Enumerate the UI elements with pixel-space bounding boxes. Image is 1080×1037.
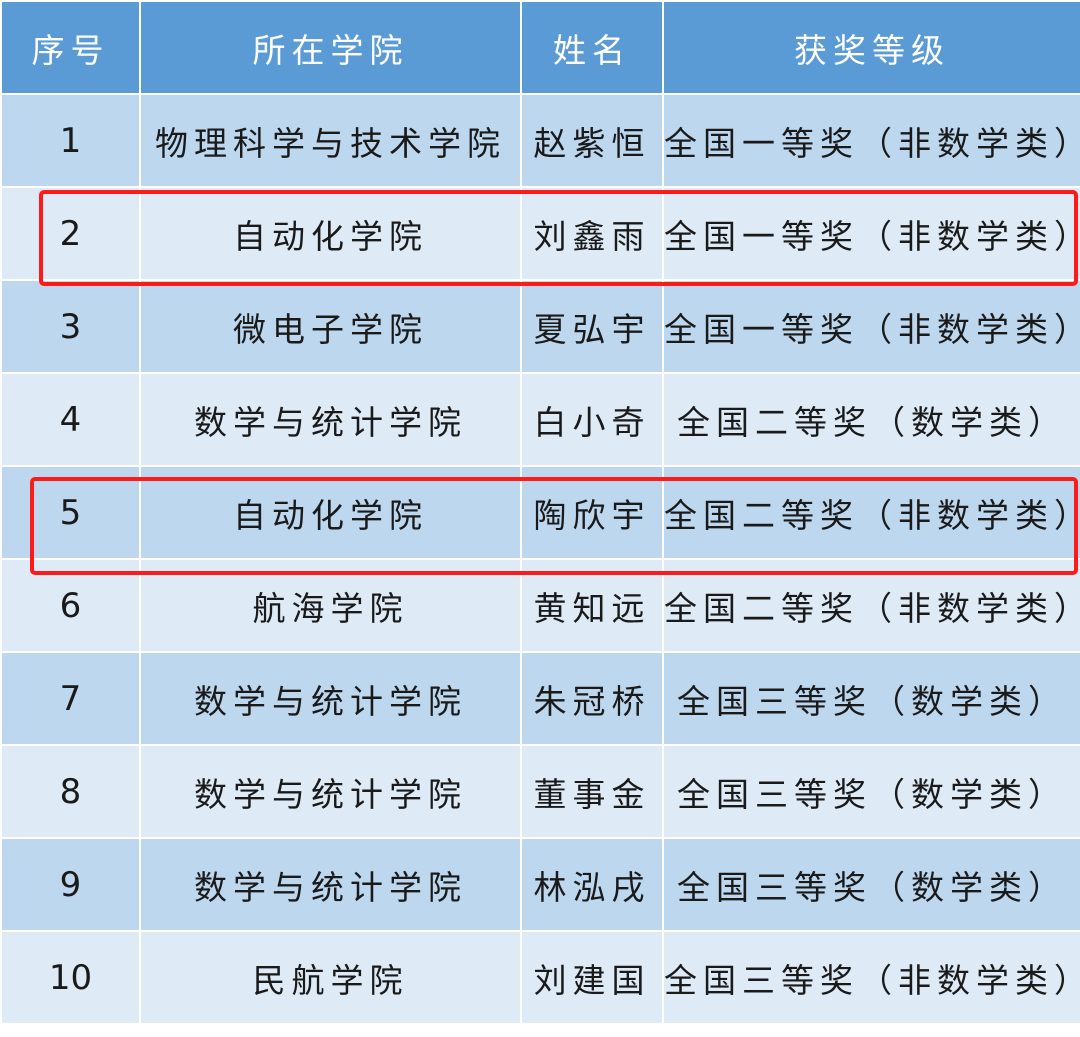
cell-award: 全国二等奖（非数学类） — [662, 558, 1080, 653]
cell-name: 董事金 — [520, 744, 664, 839]
cell-college: 数学与统计学院 — [139, 744, 522, 839]
table-row: 10 民航学院 刘建国 全国三等奖（非数学类） — [0, 930, 1080, 1025]
cell-no: 9 — [0, 837, 141, 932]
cell-award: 全国一等奖（非数学类） — [662, 93, 1080, 188]
cell-no: 1 — [0, 93, 141, 188]
cell-college: 民航学院 — [139, 930, 522, 1025]
cell-award: 全国一等奖（非数学类） — [662, 279, 1080, 374]
table-row: 2 自动化学院 刘鑫雨 全国一等奖（非数学类） — [0, 186, 1080, 281]
cell-name: 刘鑫雨 — [520, 186, 664, 281]
cell-award: 全国三等奖（数学类） — [662, 837, 1080, 932]
cell-no: 8 — [0, 744, 141, 839]
table-row: 1 物理科学与技术学院 赵紫恒 全国一等奖（非数学类） — [0, 93, 1080, 188]
table-row: 6 航海学院 黄知远 全国二等奖（非数学类） — [0, 558, 1080, 653]
cell-no: 6 — [0, 558, 141, 653]
cell-college: 微电子学院 — [139, 279, 522, 374]
cell-award: 全国二等奖（数学类） — [662, 372, 1080, 467]
cell-college: 航海学院 — [139, 558, 522, 653]
cell-no: 3 — [0, 279, 141, 374]
cell-name: 林泓戌 — [520, 837, 664, 932]
table-row: 3 微电子学院 夏弘宇 全国一等奖（非数学类） — [0, 279, 1080, 374]
cell-no: 10 — [0, 930, 141, 1025]
cell-name: 陶欣宇 — [520, 465, 664, 560]
header-college: 所在学院 — [139, 0, 522, 95]
cell-college: 物理科学与技术学院 — [139, 93, 522, 188]
cell-no: 7 — [0, 651, 141, 746]
cell-college: 数学与统计学院 — [139, 372, 522, 467]
cell-no: 5 — [0, 465, 141, 560]
header-row: 序号 所在学院 姓名 获奖等级 — [0, 0, 1080, 95]
cell-award: 全国一等奖（非数学类） — [662, 186, 1080, 281]
cell-name: 黄知远 — [520, 558, 664, 653]
cell-name: 白小奇 — [520, 372, 664, 467]
cell-college: 自动化学院 — [139, 465, 522, 560]
cell-name: 赵紫恒 — [520, 93, 664, 188]
table-row: 5 自动化学院 陶欣宇 全国二等奖（非数学类） — [0, 465, 1080, 560]
cell-name: 刘建国 — [520, 930, 664, 1025]
cell-no: 4 — [0, 372, 141, 467]
header-name: 姓名 — [520, 0, 664, 95]
header-no: 序号 — [0, 0, 141, 95]
cell-name: 朱冠桥 — [520, 651, 664, 746]
cell-award: 全国二等奖（非数学类） — [662, 465, 1080, 560]
cell-college: 自动化学院 — [139, 186, 522, 281]
table-row: 8 数学与统计学院 董事金 全国三等奖（数学类） — [0, 744, 1080, 839]
cell-college: 数学与统计学院 — [139, 837, 522, 932]
cell-award: 全国三等奖（数学类） — [662, 744, 1080, 839]
cell-no: 2 — [0, 186, 141, 281]
table-row: 9 数学与统计学院 林泓戌 全国三等奖（数学类） — [0, 837, 1080, 932]
header-award: 获奖等级 — [662, 0, 1080, 95]
table-row: 4 数学与统计学院 白小奇 全国二等奖（数学类） — [0, 372, 1080, 467]
cell-name: 夏弘宇 — [520, 279, 664, 374]
cell-award: 全国三等奖（非数学类） — [662, 930, 1080, 1025]
cell-college: 数学与统计学院 — [139, 651, 522, 746]
table-row: 7 数学与统计学院 朱冠桥 全国三等奖（数学类） — [0, 651, 1080, 746]
cell-award: 全国三等奖（数学类） — [662, 651, 1080, 746]
